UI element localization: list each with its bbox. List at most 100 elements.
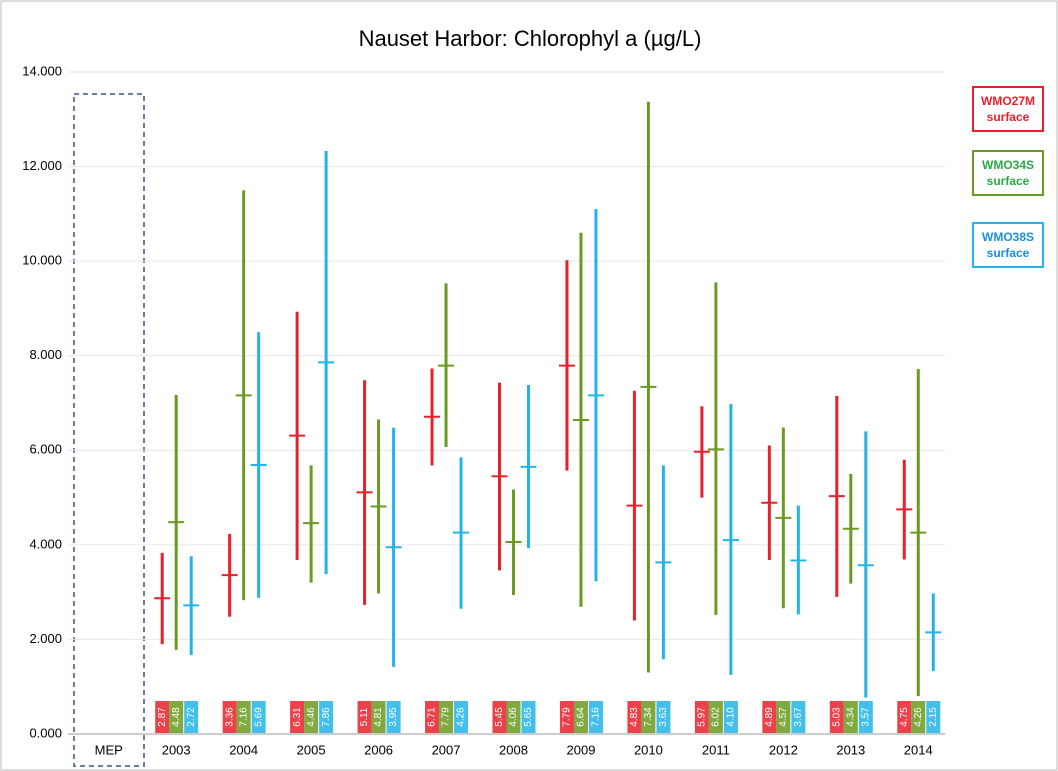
data-label: 3.36 [224,707,235,727]
label-box [829,701,844,733]
data-label: 4.81 [373,707,384,727]
y-tick-label: 2.000 [29,631,62,646]
data-label: 4.06 [508,707,519,727]
label-box [184,701,199,733]
data-label: 7.86 [321,707,332,727]
label-box [304,701,319,733]
label-box [386,701,401,733]
data-label: 3.67 [793,707,804,727]
data-label: 4.83 [629,707,640,727]
label-box [251,701,266,733]
y-tick-label: 0.000 [29,725,62,740]
x-tick-label: 2003 [162,742,191,757]
data-label: 6.02 [711,707,722,727]
x-tick-label: MEP [95,742,123,757]
data-label: 5.45 [494,707,505,727]
y-tick-label: 6.000 [29,442,62,457]
label-box [776,701,791,733]
data-label: 4.57 [778,707,789,727]
data-label: 3.57 [860,707,871,727]
label-box [694,701,709,733]
x-tick-label: 2012 [769,742,798,757]
label-box [492,701,507,733]
x-tick-label: 2011 [702,742,730,757]
label-box [521,701,536,733]
label-box [656,701,671,733]
label-box [425,701,440,733]
data-label: 2.15 [928,707,939,727]
label-box [762,701,777,733]
data-label: 2.87 [157,707,168,727]
data-label: 4.26 [456,707,467,727]
data-label: 6.71 [427,707,438,727]
label-box [897,701,912,733]
mep-box [73,93,145,767]
x-tick-label: 2013 [836,742,865,757]
label-box [843,701,858,733]
label-box [559,701,574,733]
label-box [506,701,521,733]
legend-entry: WMO38S surface [972,222,1044,268]
label-box [290,701,305,733]
label-box [627,701,642,733]
chart-title: Nauset Harbor: Chlorophyl a (µg/L) [359,26,702,51]
label-box [439,701,454,733]
x-tick-label: 2014 [904,742,933,757]
label-box [357,701,372,733]
y-tick-label: 14.000 [22,63,62,78]
data-label: 7.16 [591,707,602,727]
x-tick-label: 2005 [297,742,326,757]
x-tick-label: 2007 [432,742,461,757]
label-box [169,701,184,733]
label-box [573,701,588,733]
data-label: 6.64 [576,707,587,727]
data-label: 5.65 [523,707,534,727]
data-label: 5.11 [359,707,370,726]
data-label: 2.72 [186,707,197,727]
data-label: 7.16 [238,707,249,727]
y-tick-label: 4.000 [29,536,62,551]
data-label: 6.31 [292,707,303,727]
data-label: 4.48 [171,707,182,727]
data-label: 5.97 [697,707,708,727]
data-label: 3.63 [658,707,669,727]
legend-entry: WMO27M surface [972,86,1044,132]
x-tick-label: 2010 [634,742,663,757]
label-box [222,701,237,733]
label-box [319,701,334,733]
data-label: 4.75 [899,707,910,727]
data-label: 4.34 [845,707,856,727]
data-label: 3.95 [388,707,399,727]
label-box [911,701,926,733]
data-label: 4.89 [764,707,775,727]
data-label: 5.03 [831,707,842,727]
data-label: 4.10 [726,707,737,727]
data-label: 4.26 [913,707,924,727]
legend-entry: WMO34S surface [972,150,1044,196]
y-tick-label: 12.000 [22,158,62,173]
x-tick-label: 2008 [499,742,528,757]
label-box [791,701,806,733]
data-label: 4.46 [306,707,317,727]
x-tick-label: 2009 [567,742,596,757]
y-tick-label: 8.000 [29,347,62,362]
data-label: 7.34 [643,707,654,727]
x-tick-label: 2006 [364,742,393,757]
label-box [723,701,738,733]
label-box [236,701,251,733]
label-box [708,701,723,733]
data-label: 5.69 [253,707,264,727]
label-box [926,701,941,733]
label-box [371,701,386,733]
label-box [858,701,873,733]
data-label: 7.79 [562,707,573,727]
label-box [155,701,170,733]
y-tick-label: 10.000 [22,253,62,268]
data-label: 7.79 [441,707,452,727]
x-tick-label: 2004 [229,742,258,757]
label-box [641,701,656,733]
label-box [588,701,603,733]
label-box [454,701,469,733]
